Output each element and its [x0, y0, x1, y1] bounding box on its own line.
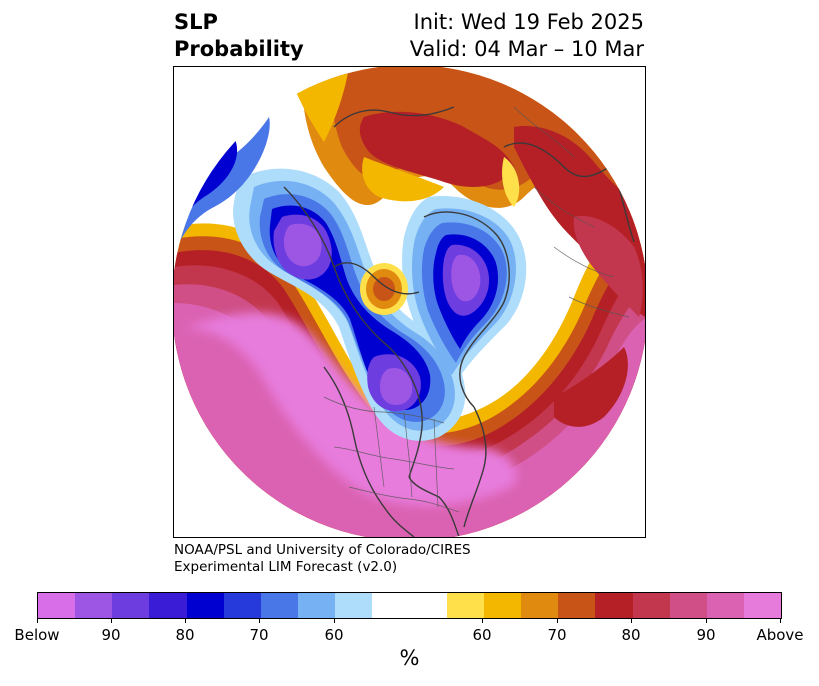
colorbar-tickmark — [334, 618, 335, 623]
colorbar-tick-labels: Below 90 80 70 60 60 70 80 90 Above — [0, 626, 819, 646]
credit-line-1: NOAA/PSL and University of Colorado/CIRE… — [174, 542, 471, 558]
colorbar-tickmark — [259, 618, 260, 623]
map-svg — [174, 67, 645, 537]
probability-map — [173, 66, 646, 538]
colorbar-segment — [669, 593, 707, 618]
colorbar-tick-label: 70 — [249, 626, 269, 644]
credit-line-2: Experimental LIM Forecast (v2.0) — [174, 559, 398, 575]
above-pacific-region — [174, 207, 645, 537]
colorbar-tickmark — [557, 618, 558, 623]
colorbar-segment — [521, 593, 559, 618]
colorbar-tick-label: 90 — [696, 626, 716, 644]
below-arctic-region — [174, 117, 527, 441]
colorbar-tickmark — [631, 618, 632, 623]
colorbar-segment — [298, 593, 336, 618]
valid-dates: Valid: 04 Mar – 10 Mar — [409, 37, 644, 61]
title-line-2: Probability — [174, 37, 304, 61]
colorbar-segment — [75, 593, 113, 618]
colorbar-tickmark — [111, 618, 112, 623]
colorbar-segment — [632, 593, 670, 618]
colorbar-segment — [483, 593, 522, 618]
colorbar-tick-label: Below — [14, 626, 60, 644]
init-date: Init: Wed 19 Feb 2025 — [413, 10, 644, 34]
colorbar-segment — [595, 593, 633, 618]
colorbar-segment — [743, 593, 782, 618]
title-line-1: SLP — [174, 10, 218, 34]
colorbar-segment — [335, 593, 373, 618]
map-title: SLP Probability — [174, 9, 304, 63]
colorbar-tick-label: 70 — [547, 626, 567, 644]
colorbar-segment — [112, 593, 150, 618]
colorbar-tickmark — [185, 618, 186, 623]
colorbar-tickmark — [37, 618, 38, 623]
colorbar-tickmark — [706, 618, 707, 623]
colorbar-tick-label: 80 — [175, 626, 195, 644]
colorbar-segment — [38, 593, 76, 618]
colorbar-tickmark — [780, 618, 781, 623]
colorbar — [37, 592, 782, 619]
colorbar-unit-label: % — [399, 646, 420, 670]
colorbar-segment — [223, 593, 261, 618]
colorbar-segment — [149, 593, 187, 618]
forecast-dates: Init: Wed 19 Feb 2025 Valid: 04 Mar – 10… — [410, 9, 644, 63]
credit-text: NOAA/PSL and University of Colorado/CIRE… — [174, 542, 471, 576]
colorbar-segment — [446, 593, 484, 618]
colorbar-tickmark — [482, 618, 483, 623]
colorbar-tick-label: 90 — [101, 626, 121, 644]
colorbar-segment — [409, 593, 447, 618]
colorbar-segment — [706, 593, 744, 618]
colorbar-tick-label: 60 — [472, 626, 492, 644]
colorbar-segment — [558, 593, 596, 618]
colorbar-segment — [186, 593, 224, 618]
colorbar-tick-label: Above — [756, 626, 804, 644]
colorbar-tick-label: 80 — [621, 626, 641, 644]
colorbar-segment — [260, 593, 299, 618]
political-borders — [323, 106, 630, 513]
colorbar-segment — [372, 593, 410, 618]
colorbar-tick-label: 60 — [324, 626, 344, 644]
